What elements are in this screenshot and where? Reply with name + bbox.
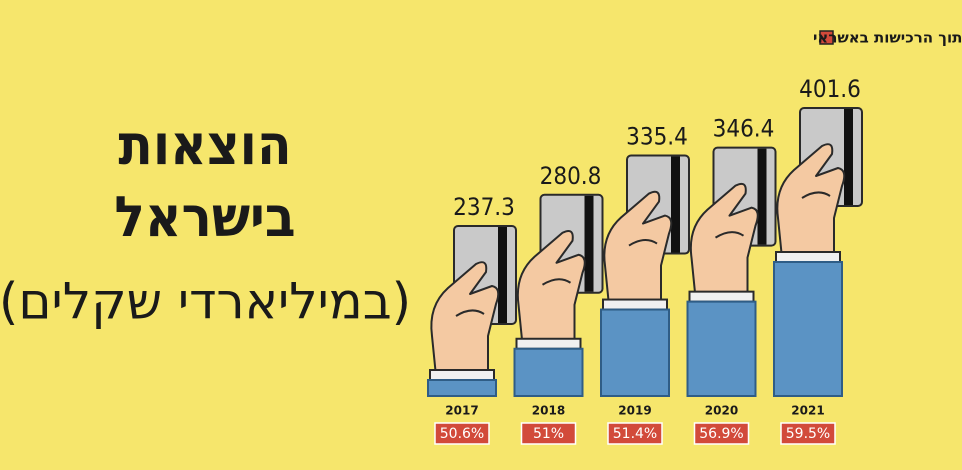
thumb <box>455 309 485 317</box>
hand <box>516 230 586 346</box>
cuff <box>429 369 495 381</box>
thumb <box>801 191 831 199</box>
hand <box>603 190 673 307</box>
card-stripe <box>498 227 507 323</box>
share-box <box>434 422 490 445</box>
arm-group <box>773 107 863 397</box>
cuff <box>688 290 755 303</box>
hand <box>430 261 500 377</box>
value-label: 401.6 <box>799 75 861 103</box>
card-stripe <box>584 195 594 292</box>
card-stripe <box>844 109 853 205</box>
value-label: 346.4 <box>713 115 775 143</box>
cuff <box>515 337 582 350</box>
share-box <box>780 422 836 445</box>
title-box: הוצאות בישראל באשראי <box>111 113 298 270</box>
legend-swatch <box>819 30 834 45</box>
arm-group <box>513 193 604 397</box>
cuff <box>602 298 668 311</box>
x-tick-label: 2019 <box>618 404 651 418</box>
card-stripe <box>671 156 680 253</box>
value-label: 335.4 <box>626 123 688 151</box>
chart-title: הוצאות בישראל באשראי <box>111 113 298 270</box>
share-label: 51.4% <box>613 426 657 442</box>
value-label: 237.3 <box>453 193 515 221</box>
bar <box>686 300 757 398</box>
arm-group <box>686 146 777 398</box>
bar <box>600 308 670 397</box>
hand <box>689 182 759 299</box>
card-stripe <box>757 148 767 245</box>
share-box <box>607 422 663 445</box>
thumb <box>714 231 745 239</box>
hand <box>776 143 846 259</box>
share-box <box>693 422 750 445</box>
share-label: 51% <box>533 426 564 442</box>
legend-label: שיעור הקניות אונליין מתוך הרכישות באשראי <box>813 29 962 47</box>
bar <box>513 347 584 397</box>
bar <box>427 379 497 397</box>
cuff <box>775 251 841 263</box>
bar <box>773 261 843 397</box>
arm-group <box>600 154 690 397</box>
share-label: 59.5% <box>786 426 830 442</box>
x-tick-label: 2018 <box>532 404 565 418</box>
thumb <box>541 278 572 286</box>
chart-subtitle: (במיליארדי שקלים) <box>0 273 411 331</box>
x-tick-label: 2020 <box>705 404 738 418</box>
x-tick-label: 2017 <box>445 404 478 418</box>
share-label: 56.9% <box>699 426 743 442</box>
share-label: 50.6% <box>440 426 484 442</box>
x-tick-label: 2021 <box>791 404 824 418</box>
value-label: 280.8 <box>540 162 602 190</box>
thumb <box>628 239 658 247</box>
share-box <box>520 422 577 445</box>
arm-group <box>427 225 517 397</box>
